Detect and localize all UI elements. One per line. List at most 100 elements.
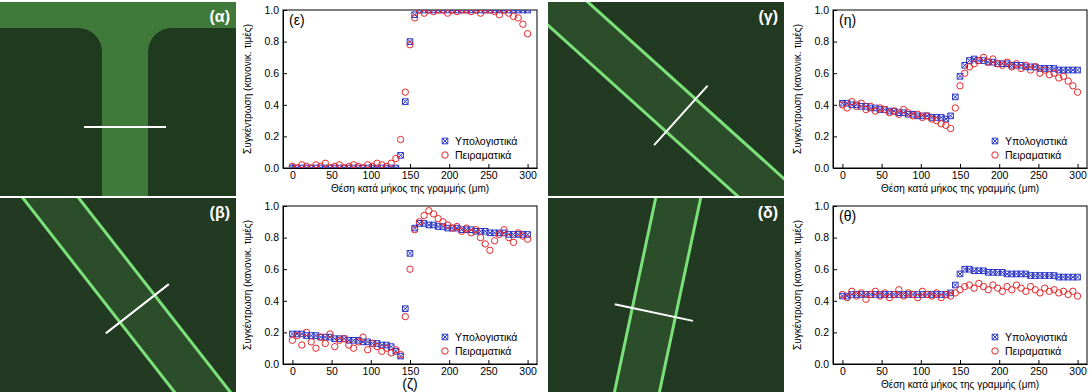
chart: 0501001502002503000.00.20.40.60.81.0Συγκ…: [242, 4, 538, 194]
data-point: [938, 294, 944, 300]
image-panel: (γ): [12, 0, 1092, 392]
data-point: [872, 108, 878, 114]
data-point: [1075, 274, 1081, 280]
data-point: [444, 10, 450, 16]
tick: 0.4: [264, 295, 287, 307]
series: [840, 266, 1081, 298]
data-point: [473, 227, 479, 233]
tick-mark: [283, 269, 287, 270]
data-point: [468, 230, 474, 236]
image-content: [0, 198, 236, 392]
data-point: [397, 351, 403, 357]
data-point: [985, 59, 991, 65]
data-point: [336, 162, 342, 168]
tick: 200: [991, 360, 1009, 377]
data-point: [966, 282, 972, 288]
data-point: [948, 113, 954, 119]
channel-wall: [0, 28, 102, 196]
legend-entry: Υπολογιστικά: [992, 331, 1067, 343]
data-point: [990, 282, 996, 288]
data-point: [327, 331, 333, 337]
data-point: [962, 70, 968, 76]
tick-mark: [1078, 360, 1079, 364]
data-point: [933, 117, 939, 123]
legend-entry: Πειραματικά: [442, 345, 512, 357]
data-point: [980, 283, 986, 289]
legend-label: Πειραματικά: [455, 345, 511, 357]
tick-mark: [921, 164, 922, 168]
panel-label: (α): [210, 8, 231, 25]
legend-entry: Πειραματικά: [992, 345, 1062, 357]
data-point: [412, 227, 418, 233]
legend-label: Υπολογιστικά: [455, 135, 517, 147]
tick-mark: [833, 42, 837, 43]
legend-label: Πειραματικά: [455, 149, 511, 161]
tick-mark: [960, 164, 961, 168]
tick-label: 0.2: [814, 130, 829, 142]
tick-mark: [283, 42, 287, 43]
tick-label: 300: [1069, 365, 1087, 377]
tick-mark: [488, 164, 489, 168]
chart: 0501001502002503000.00.20.40.60.81.0Συγκ…: [792, 4, 1088, 194]
data-point: [1018, 285, 1024, 291]
x-axis: 050100150200250300: [834, 164, 1088, 181]
data-point: [524, 31, 530, 37]
tick-mark: [1038, 164, 1039, 168]
tick-label: 0.8: [814, 231, 829, 243]
tick-label: 0.0: [264, 358, 279, 370]
tick: 0.2: [814, 130, 837, 142]
data-point: [1009, 64, 1015, 70]
tick-label: 0.4: [264, 99, 279, 111]
legend-symbol: [442, 334, 448, 340]
data-point: [440, 219, 446, 225]
plot-frame: [833, 206, 1087, 364]
plot-marks: [289, 208, 531, 359]
data-point: [952, 105, 958, 111]
data-point: [369, 340, 375, 346]
tick-label: 1.0: [814, 200, 829, 212]
data-point: [1018, 65, 1024, 71]
data-point: [1027, 67, 1033, 73]
series: [289, 208, 531, 358]
tick-label: 0.6: [814, 263, 829, 275]
tick-mark: [410, 360, 411, 364]
legend-entry: Υπολογιστικά: [442, 135, 517, 147]
tick-label: 0.4: [814, 295, 829, 307]
tick-mark: [283, 73, 287, 74]
data-point: [919, 288, 925, 294]
data-point: [900, 293, 906, 299]
data-point: [303, 329, 309, 335]
channel-walls: [0, 198, 236, 392]
tick-label: 0.2: [264, 130, 279, 142]
channel-wall: [548, 2, 784, 196]
tick-mark: [488, 360, 489, 364]
y-axis-title: Συγκέντρωση (κανονικ. τιμές): [242, 24, 253, 154]
tick: 50: [876, 164, 888, 181]
data-point: [313, 345, 319, 351]
data-point: [910, 291, 916, 297]
data-point: [839, 102, 845, 108]
tick-label: 0.8: [264, 35, 279, 47]
tick-label: 0: [290, 169, 296, 181]
tick: 250: [1030, 164, 1048, 181]
panel-label: (ζ): [402, 376, 418, 392]
data-point: [924, 113, 930, 119]
legend-entry: Υπολογιστικά: [992, 135, 1067, 147]
plot-frame: [283, 10, 537, 168]
channel-wall: [0, 198, 236, 392]
legend-symbol: [992, 334, 998, 340]
plot-marks: [839, 266, 1081, 302]
tick-mark: [449, 164, 450, 168]
legend-label: Υπολογιστικά: [455, 331, 517, 343]
tick-mark: [833, 269, 837, 270]
tick-label: 100: [363, 169, 381, 181]
data-point: [900, 106, 906, 112]
data-point: [477, 234, 483, 240]
tick-label: 200: [441, 169, 459, 181]
tick-label: 0.0: [814, 358, 829, 370]
tick-label: 250: [1030, 365, 1048, 377]
tick-label: 300: [519, 365, 537, 377]
tick: 0.6: [814, 67, 837, 79]
tick-label: 150: [402, 169, 420, 181]
data-point: [877, 293, 883, 299]
